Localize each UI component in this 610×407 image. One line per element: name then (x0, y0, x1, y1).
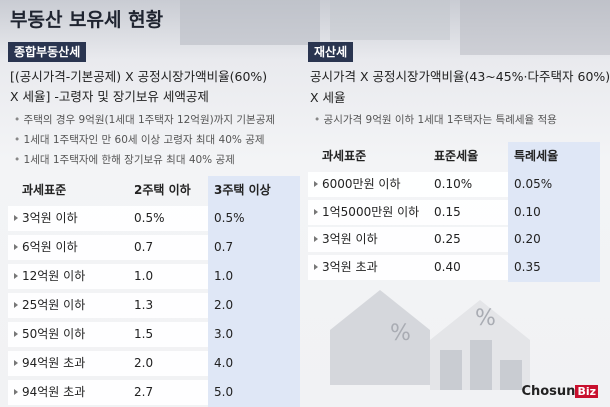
table-cell: 94억원 초과 (22, 356, 86, 370)
table-cell: 1억5000만원 이하 (322, 204, 420, 219)
note: 공시가격 9억원 이하 1세대 1주택자는 특례세율 적용 (314, 112, 557, 127)
row-background (8, 351, 208, 376)
row-background (308, 227, 508, 252)
section-tag: 재산세 (308, 42, 354, 62)
row-marker (314, 236, 318, 242)
note: 1세대 1주택자인 만 60세 이상 고령자 최대 40% 공제 (14, 132, 265, 147)
header-cell: 과세표준 (322, 149, 367, 163)
row-marker (14, 360, 18, 366)
table-cell: 12억원 이하 (22, 269, 86, 283)
logo: Chosun Biz (521, 384, 598, 399)
table-cell: 0.15 (434, 204, 461, 219)
table-cell: 25억원 이하 (22, 298, 86, 312)
table-row: 3억원 이하 0.5% 0.5% (8, 206, 300, 231)
header-cell: 2주택 이하 (134, 183, 191, 197)
table-cell: 1.0 (214, 269, 234, 283)
table-cell: 2.0 (214, 298, 234, 312)
row-marker (314, 263, 318, 270)
table-row: 50억원 이하 1.5 3.0 (8, 322, 300, 347)
row-background (8, 264, 208, 289)
row-background (8, 293, 208, 318)
table-cell: 0.5% (134, 211, 165, 225)
row-background (8, 322, 208, 347)
table-row: 25억원 이하 1.3 2.0 (8, 293, 300, 318)
row-background (308, 254, 508, 280)
note: 1세대 1주택자에 한해 장기보유 최대 40% 공제 (14, 152, 235, 167)
note: 주택의 경우 9억원(1세대 1주택자 12억원)까지 기본공제 (14, 112, 275, 127)
table-cell: 3.0 (214, 327, 234, 341)
svg-text:%: % (475, 306, 496, 331)
row-background (8, 235, 208, 260)
table-row: 6000만원 이하 0.10% 0.05% (308, 172, 600, 197)
highlight-column (208, 176, 300, 407)
header-cell: 특례세율 (514, 149, 559, 163)
table-header: 과세표준 2주택 이하 3주택 이상 (8, 178, 300, 203)
table-cell: 3억원 이하 (322, 232, 378, 246)
table-cell: 0.25 (434, 232, 461, 246)
table-cell: 3억원 이하 (22, 211, 78, 225)
table-cell: 1.0 (134, 269, 154, 283)
table-cell: 0.20 (514, 232, 541, 246)
table-header: 과세표준 표준세율 특례세율 (308, 144, 600, 169)
table-row: 12억원 이하 1.0 1.0 (8, 264, 300, 289)
row-background (308, 172, 508, 197)
section-tag: 종합부동산세 (8, 42, 87, 62)
table-cell: 2.7 (134, 385, 154, 399)
table-cell: 0.05% (514, 177, 553, 191)
row-background (8, 380, 208, 405)
table-cell: 0.40 (434, 259, 461, 274)
table-cell: 6억원 이하 (22, 240, 78, 254)
table-cell: 2.0 (134, 356, 154, 370)
table-cell: 0.10% (434, 177, 473, 191)
row-marker (14, 215, 18, 221)
row-marker (314, 181, 318, 187)
header-cell: 과세표준 (22, 183, 67, 197)
logo-text: Biz (575, 385, 598, 398)
table-cell: 0.7 (214, 240, 234, 254)
table-cell: 0.7 (134, 240, 154, 254)
row-marker (14, 244, 18, 250)
table-cell: 1.3 (134, 298, 154, 312)
formula-line: X 세율] -고령자 및 장기보유 세액공제 (10, 89, 209, 104)
table-cell: 0.35 (514, 259, 541, 274)
row-marker (14, 331, 18, 337)
row-background (308, 199, 508, 225)
table-cell: 0.10 (514, 204, 541, 219)
formula-line: [(공시가격-기본공제) X 공정시장가액비율(60%) (10, 69, 268, 84)
table-cell: 0.5% (214, 211, 245, 225)
table-row: 3억원 이하 0.25 0.20 (308, 227, 600, 252)
row-marker (14, 273, 18, 279)
table-cell: 94억원 초과 (22, 385, 86, 399)
table-cell: 6000만원 이하 (322, 177, 401, 191)
header-cell: 3주택 이상 (214, 183, 271, 197)
table-row: 94억원 초과 2.7 5.0 (8, 380, 300, 405)
row-marker (14, 389, 18, 395)
table-cell: 5.0 (214, 385, 234, 399)
header-cell: 표준세율 (434, 149, 479, 163)
highlight-column (508, 142, 600, 282)
table-cell: 4.0 (214, 356, 234, 370)
table-row: 3억원 초과 0.40 0.35 (308, 254, 600, 280)
table-row: 1억5000만원 이하 0.15 0.10 (308, 199, 600, 225)
svg-text:%: % (390, 321, 411, 346)
title: 부동산 보유세 현황 (10, 9, 164, 31)
table-row: 6억원 이하 0.7 0.7 (8, 235, 300, 260)
table-cell: 3억원 초과 (322, 259, 378, 274)
row-marker (14, 302, 18, 308)
formula-line: X 세율 (310, 90, 346, 105)
row-background (8, 206, 208, 231)
table-cell: 50억원 이하 (22, 327, 86, 341)
table-row: 94억원 초과 2.0 4.0 (8, 351, 300, 376)
logo-text: Chosun (521, 384, 576, 399)
row-marker (314, 208, 318, 215)
formula-line: 공시가격 X 공정시장가액비율(43~45%·다주택자 60%) (310, 69, 610, 84)
table-cell: 1.5 (134, 327, 154, 341)
